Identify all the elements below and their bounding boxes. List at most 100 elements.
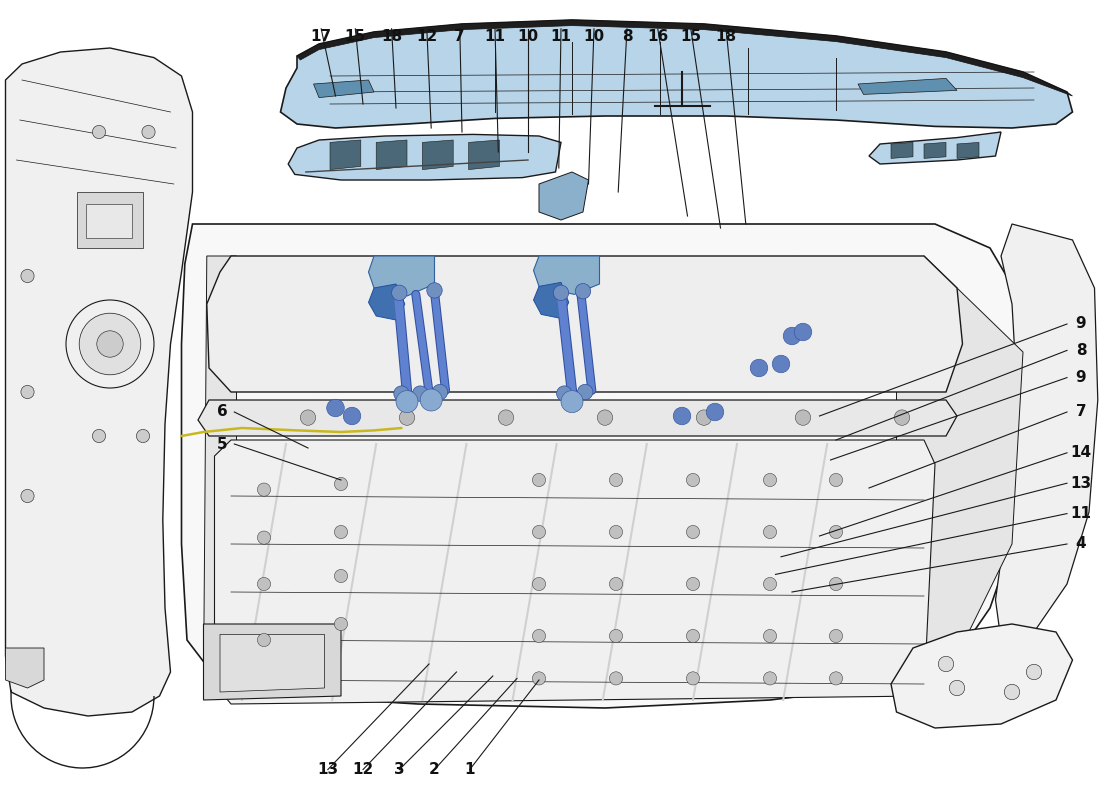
Circle shape <box>392 285 407 301</box>
Text: 18: 18 <box>715 30 737 44</box>
Text: 1: 1 <box>464 762 475 777</box>
Circle shape <box>794 323 812 341</box>
Polygon shape <box>534 282 569 318</box>
Polygon shape <box>891 624 1072 728</box>
Polygon shape <box>896 256 1023 688</box>
Polygon shape <box>86 204 132 238</box>
Circle shape <box>21 490 34 502</box>
Circle shape <box>686 630 700 642</box>
Polygon shape <box>198 400 957 436</box>
Circle shape <box>686 526 700 538</box>
Text: P: P <box>526 419 618 541</box>
Circle shape <box>829 474 843 486</box>
Circle shape <box>561 390 583 413</box>
Circle shape <box>575 283 591 299</box>
Circle shape <box>1004 684 1020 700</box>
Text: 9: 9 <box>1076 317 1087 331</box>
Text: 13: 13 <box>317 762 339 777</box>
Circle shape <box>829 630 843 642</box>
Circle shape <box>609 672 623 685</box>
Circle shape <box>763 630 777 642</box>
Polygon shape <box>77 192 143 248</box>
Circle shape <box>829 526 843 538</box>
Polygon shape <box>6 648 44 688</box>
Circle shape <box>557 386 572 402</box>
Circle shape <box>257 483 271 496</box>
Text: 10: 10 <box>517 30 539 44</box>
Circle shape <box>609 630 623 642</box>
Circle shape <box>66 300 154 388</box>
Polygon shape <box>214 440 935 704</box>
Circle shape <box>949 680 965 696</box>
Circle shape <box>420 389 442 411</box>
Text: 11: 11 <box>550 30 572 44</box>
Polygon shape <box>6 48 192 716</box>
Text: E: E <box>595 419 681 541</box>
Circle shape <box>1026 664 1042 680</box>
Circle shape <box>79 313 141 374</box>
Circle shape <box>257 531 271 544</box>
Circle shape <box>609 526 623 538</box>
Text: 8: 8 <box>1076 343 1087 358</box>
Polygon shape <box>996 224 1098 640</box>
Circle shape <box>938 656 954 672</box>
Text: 6: 6 <box>217 405 228 419</box>
Text: 17: 17 <box>310 30 332 44</box>
Circle shape <box>21 386 34 398</box>
Circle shape <box>597 410 613 426</box>
Circle shape <box>257 578 271 590</box>
Polygon shape <box>330 140 361 170</box>
Polygon shape <box>182 224 1034 708</box>
Text: 14: 14 <box>1070 446 1091 460</box>
Circle shape <box>92 430 106 442</box>
Circle shape <box>334 618 348 630</box>
Polygon shape <box>469 140 499 170</box>
Circle shape <box>427 282 442 298</box>
Polygon shape <box>422 140 453 170</box>
Circle shape <box>432 384 448 400</box>
Text: P: P <box>724 259 816 381</box>
Circle shape <box>396 390 418 413</box>
Circle shape <box>394 386 409 402</box>
Text: 9: 9 <box>1076 370 1087 385</box>
Polygon shape <box>368 256 434 296</box>
Text: 7: 7 <box>454 30 465 44</box>
Text: 15: 15 <box>680 30 702 44</box>
Circle shape <box>21 270 34 282</box>
Circle shape <box>772 355 790 373</box>
Text: 7: 7 <box>1076 405 1087 419</box>
Circle shape <box>532 630 546 642</box>
Text: C: C <box>526 259 618 381</box>
Circle shape <box>673 407 691 425</box>
Circle shape <box>142 126 155 138</box>
Circle shape <box>763 474 777 486</box>
Text: since 1985: since 1985 <box>894 295 1020 393</box>
Circle shape <box>686 672 700 685</box>
Polygon shape <box>869 132 1001 164</box>
Circle shape <box>136 430 150 442</box>
Polygon shape <box>314 80 374 98</box>
Circle shape <box>609 578 623 590</box>
Circle shape <box>532 672 546 685</box>
Text: 15: 15 <box>344 30 366 44</box>
Circle shape <box>750 359 768 377</box>
Text: 11: 11 <box>1070 506 1091 521</box>
Circle shape <box>334 570 348 582</box>
Polygon shape <box>534 256 600 294</box>
Text: 11: 11 <box>484 30 506 44</box>
Polygon shape <box>368 284 405 320</box>
Text: 2: 2 <box>429 762 440 777</box>
Circle shape <box>894 410 910 426</box>
Polygon shape <box>207 256 962 392</box>
Circle shape <box>334 526 348 538</box>
Text: 18: 18 <box>381 30 403 44</box>
Circle shape <box>257 634 271 646</box>
Circle shape <box>795 410 811 426</box>
Circle shape <box>399 410 415 426</box>
Polygon shape <box>204 624 341 700</box>
Circle shape <box>609 474 623 486</box>
Circle shape <box>696 410 712 426</box>
Circle shape <box>532 578 546 590</box>
Circle shape <box>829 672 843 685</box>
Polygon shape <box>858 78 957 94</box>
